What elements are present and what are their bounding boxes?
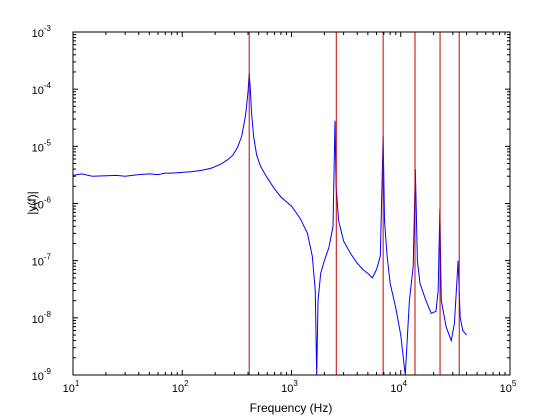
x-tick-label: 103 — [281, 379, 298, 395]
x-axis-label: Frequency (Hz) — [250, 401, 333, 415]
x-tick-label: 105 — [500, 379, 517, 395]
x-tick-label: 101 — [63, 379, 80, 395]
spectrum-line — [72, 73, 467, 376]
y-tick-label: 10-8 — [32, 310, 52, 326]
y-axis-ticks: 10-9 10-8 10-7 10-6 10-5 10-4 10-3 — [32, 24, 510, 383]
y-tick-label: 10-9 — [32, 367, 52, 383]
y-tick-label: 10-7 — [32, 253, 52, 269]
x-tick-label: 104 — [390, 379, 407, 395]
y-axis-label: |y(f)| — [25, 191, 39, 215]
x-tick-label: 102 — [172, 379, 189, 395]
plot-area — [72, 32, 467, 376]
y-tick-label: 10-6 — [32, 196, 52, 212]
x-axis-ticks: 101 102 103 104 105 — [63, 32, 517, 395]
y-tick-label: 10-3 — [32, 24, 52, 40]
y-tick-label: 10-5 — [32, 138, 52, 154]
y-tick-label: 10-4 — [32, 81, 52, 97]
